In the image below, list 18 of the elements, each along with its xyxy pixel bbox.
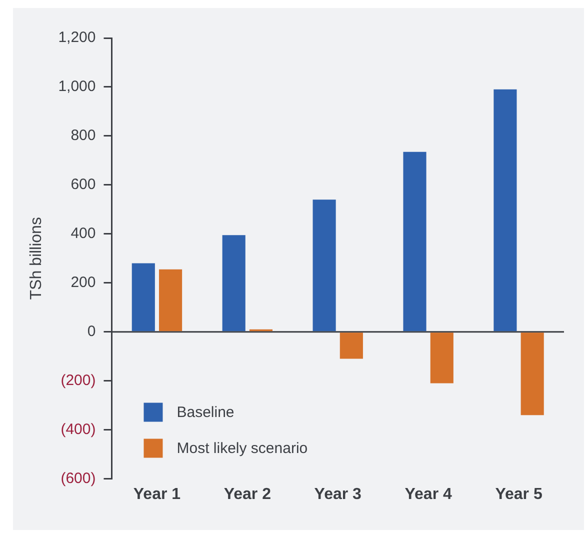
x-tick-label: Year 1 xyxy=(133,486,181,503)
legend-label: Baseline xyxy=(176,404,234,421)
y-tick-label: 800 xyxy=(70,127,96,144)
x-tick-label: Year 4 xyxy=(404,486,452,503)
y-tick-label: 1,000 xyxy=(58,78,96,96)
y-tick-label: 0 xyxy=(87,323,96,340)
y-tick-label: (400) xyxy=(60,420,96,438)
legend-label: Most likely scenario xyxy=(176,440,308,457)
y-tick-label: 1,200 xyxy=(58,29,96,46)
x-tick-label: Year 2 xyxy=(224,486,272,503)
y-tick-label: 600 xyxy=(70,176,96,194)
x-tick-label: Year 5 xyxy=(495,486,542,503)
x-tick-label: Year 3 xyxy=(314,486,362,503)
y-tick-label: 200 xyxy=(70,274,96,292)
y-tick-label: (200) xyxy=(60,372,96,389)
y-tick-label: 400 xyxy=(70,225,96,242)
y-tick-label: (600) xyxy=(60,470,96,487)
y-axis-title: TSh billions xyxy=(28,217,46,300)
